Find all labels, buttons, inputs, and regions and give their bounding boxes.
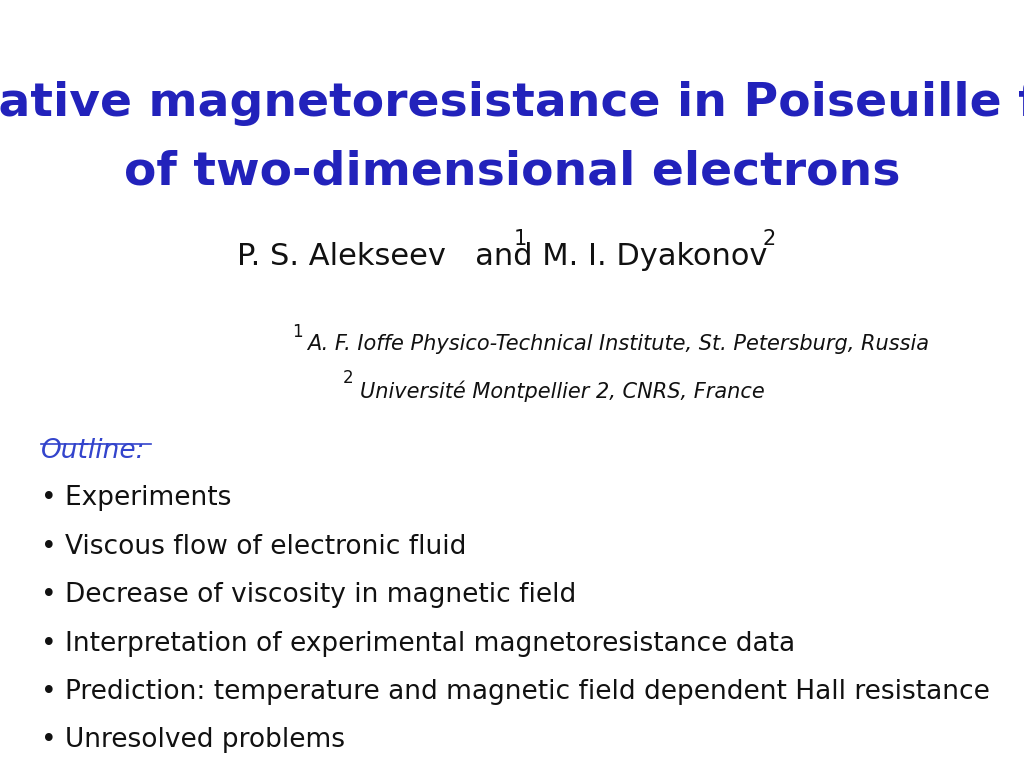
Text: • Decrease of viscosity in magnetic field: • Decrease of viscosity in magnetic fiel…	[41, 582, 577, 608]
Text: 1: 1	[514, 229, 527, 249]
Text: A. F. Ioffe Physico-Technical Institute, St. Petersburg, Russia: A. F. Ioffe Physico-Technical Institute,…	[307, 334, 929, 354]
Text: of two-dimensional electrons: of two-dimensional electrons	[124, 150, 900, 195]
Text: • Experiments: • Experiments	[41, 485, 231, 511]
Text: 1: 1	[292, 323, 302, 340]
Text: Université Montpellier 2, CNRS, France: Université Montpellier 2, CNRS, France	[360, 380, 765, 402]
Text: P. S. Alekseev   and M. I. Dyakonov: P. S. Alekseev and M. I. Dyakonov	[238, 242, 786, 271]
Text: • Interpretation of experimental magnetoresistance data: • Interpretation of experimental magneto…	[41, 631, 795, 657]
Text: 2: 2	[763, 229, 776, 249]
Text: Outline:: Outline:	[41, 438, 145, 464]
Text: • Viscous flow of electronic fluid: • Viscous flow of electronic fluid	[41, 534, 466, 560]
Text: • Unresolved problems: • Unresolved problems	[41, 727, 345, 753]
Text: Negative magnetoresistance in Poiseuille flow: Negative magnetoresistance in Poiseuille…	[0, 81, 1024, 126]
Text: 2: 2	[343, 369, 353, 386]
Text: • Prediction: temperature and magnetic field dependent Hall resistance: • Prediction: temperature and magnetic f…	[41, 679, 990, 705]
